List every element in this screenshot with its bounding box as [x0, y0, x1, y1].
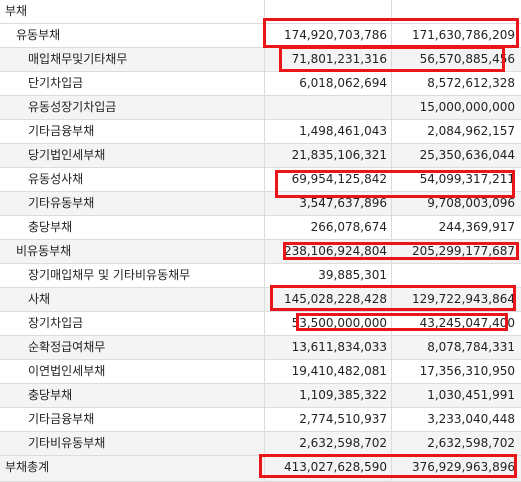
- prior-period-value: 25,350,636,044: [419, 148, 515, 162]
- current-period-value: 13,611,834,033: [291, 340, 387, 354]
- highlight-box: [279, 46, 505, 72]
- current-period-value: 2,632,598,702: [299, 436, 387, 450]
- table-row: 장기매입채무 및 기타비유동채무 39,885,301: [0, 264, 521, 288]
- table-row: 단기차입금 6,018,062,694 8,572,612,328: [0, 72, 521, 96]
- prior-period-value: 56,570,885,456: [419, 52, 515, 66]
- prior-period-value: 376,929,963,896: [411, 460, 515, 474]
- current-period-value: [264, 96, 391, 119]
- current-period-value: 238,106,924,804: [283, 244, 387, 258]
- table-row: 유동성장기차입금 15,000,000,000: [0, 96, 521, 120]
- row-label: 충당부채: [28, 388, 73, 402]
- prior-period-value: 15,000,000,000: [419, 100, 515, 114]
- table-row: 유동성사채 69,954,125,842 54,099,317,211: [0, 168, 521, 192]
- table-row: 순확정급여채무 13,611,834,033 8,078,784,331: [0, 336, 521, 360]
- prior-period-value: 171,630,786,209: [411, 28, 515, 42]
- prior-period-value: 1,030,451,991: [427, 388, 515, 402]
- prior-period-value: 205,299,177,687: [411, 244, 515, 258]
- table-row: 매입채무및기타채무 71,801,231,316 56,570,885,456: [0, 48, 521, 72]
- current-period-value: 71,801,231,316: [291, 52, 387, 66]
- table-row: 장기차입금 53,500,000,000 43,245,047,400: [0, 312, 521, 336]
- current-period-value: 6,018,062,694: [299, 76, 387, 90]
- row-label: 기타유동부채: [28, 196, 95, 210]
- table-row: 당기법인세부채 21,835,106,321 25,350,636,044: [0, 144, 521, 168]
- table-row: 유동부채 174,920,703,786 171,630,786,209: [0, 24, 521, 48]
- table-header-row: 부채: [0, 0, 521, 24]
- row-label: 충당부채: [28, 220, 73, 234]
- current-period-value: 19,410,482,081: [291, 364, 387, 378]
- table-row: 기타금융부채 2,774,510,937 3,233,040,448: [0, 408, 521, 432]
- prior-period-value: 17,356,310,950: [419, 364, 515, 378]
- highlight-box: [283, 242, 519, 260]
- prior-period-value: 8,572,612,328: [427, 76, 515, 90]
- row-label: 기타금융부채: [28, 412, 95, 426]
- current-period-value: 2,774,510,937: [299, 412, 387, 426]
- prior-period-value: 2,084,962,157: [427, 124, 515, 138]
- row-label: 부채총계: [5, 460, 50, 474]
- row-label: 비유동부채: [16, 244, 72, 258]
- prior-period-value: 3,233,040,448: [427, 412, 515, 426]
- row-label: 유동성사채: [28, 172, 84, 186]
- row-label: 사채: [28, 292, 51, 306]
- highlight-box: [296, 313, 508, 331]
- prior-period-value: [391, 264, 521, 287]
- row-label: 유동부채: [16, 28, 61, 42]
- row-label: 유동성장기차입금: [28, 100, 117, 114]
- prior-period-value: 8,078,784,331: [427, 340, 515, 354]
- column-divider: [264, 0, 265, 482]
- column-divider: [391, 0, 392, 482]
- row-label: 장기차입금: [28, 316, 84, 330]
- current-period-value: 53,500,000,000: [291, 316, 387, 330]
- current-period-value: 69,954,125,842: [291, 172, 387, 186]
- table-row: 기타금융부채 1,498,461,043 2,084,962,157: [0, 120, 521, 144]
- row-label: 기타금융부채: [28, 124, 95, 138]
- prior-period-value: 244,369,917: [438, 220, 515, 234]
- highlight-box: [263, 18, 519, 48]
- current-period-value: 1,498,461,043: [299, 124, 387, 138]
- prior-period-value: 54,099,317,211: [419, 172, 515, 186]
- prior-period-value: 129,722,943,864: [411, 292, 515, 306]
- prior-period-value: 9,708,003,096: [427, 196, 515, 210]
- row-label: 순확정급여채무: [28, 340, 106, 354]
- highlight-box: [270, 285, 516, 311]
- current-period-value: 1,109,385,322: [299, 388, 387, 402]
- current-period-value: 413,027,628,590: [283, 460, 387, 474]
- highlight-box: [275, 170, 515, 198]
- table-row: 이연법인세부채 19,410,482,081 17,356,310,950: [0, 360, 521, 384]
- table-row: 충당부채 266,078,674 244,369,917: [0, 216, 521, 240]
- highlight-box: [259, 454, 517, 478]
- prior-period-value: 43,245,047,400: [419, 316, 515, 330]
- prior-period-value: 2,632,598,702: [427, 436, 515, 450]
- table-row: 충당부채 1,109,385,322 1,030,451,991: [0, 384, 521, 408]
- current-period-value: 145,028,228,428: [283, 292, 387, 306]
- current-period-value: 174,920,703,786: [283, 28, 387, 42]
- row-label: 기타비유동부채: [28, 436, 106, 450]
- section-label: 부채: [5, 4, 28, 18]
- current-period-value: 3,547,637,896: [299, 196, 387, 210]
- current-period-value: 266,078,674: [310, 220, 387, 234]
- table-row: 기타비유동부채 2,632,598,702 2,632,598,702: [0, 432, 521, 456]
- row-label: 당기법인세부채: [28, 148, 106, 162]
- row-label: 단기차입금: [28, 76, 84, 90]
- row-label: 매입채무및기타채무: [28, 52, 128, 66]
- table-row: 사채 145,028,228,428 129,722,943,864: [0, 288, 521, 312]
- current-period-value: 21,835,106,321: [291, 148, 387, 162]
- row-label: 이연법인세부채: [28, 364, 106, 378]
- current-period-value: 39,885,301: [318, 268, 387, 282]
- row-label: 장기매입채무 및 기타비유동채무: [28, 268, 191, 282]
